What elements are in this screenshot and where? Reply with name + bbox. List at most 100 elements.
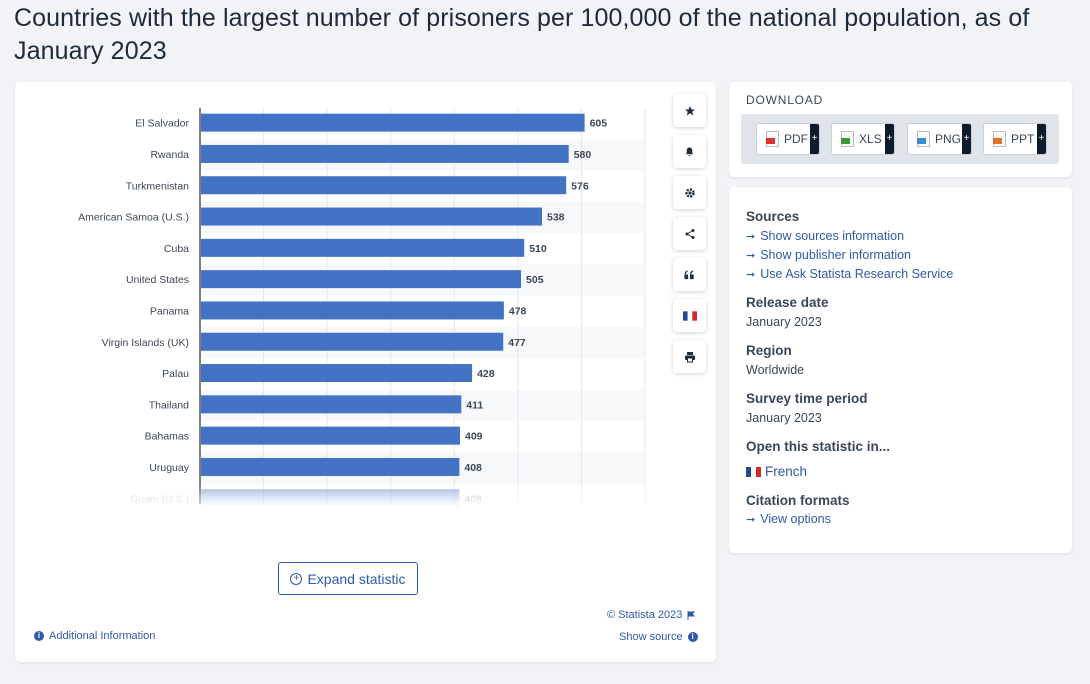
info-icon: i <box>687 632 698 642</box>
ask-statista-link[interactable]: ➞ Use Ask Statista Research Service <box>746 267 953 281</box>
open-in-french-label: French <box>765 464 808 479</box>
value-label: 411 <box>466 399 483 411</box>
value-label: 408 <box>464 462 482 474</box>
bar <box>201 457 460 476</box>
bar <box>201 364 473 383</box>
download-pdf-button[interactable]: PDF + <box>756 123 820 155</box>
category-label: El Salvador <box>135 118 189 130</box>
category-label: Cuba <box>164 243 189 255</box>
value-label: 505 <box>526 274 544 286</box>
ask-statista-label: Use Ask Statista Research Service <box>760 267 954 281</box>
download-card: DOWNLOAD PDF + XLS + PNG + PPT + <box>729 82 1072 177</box>
category-label: Thailand <box>149 399 189 411</box>
copyright-label: © Statista 2023 <box>607 609 683 621</box>
release-date-heading: Release date <box>746 295 829 310</box>
download-xls-button[interactable]: XLS + <box>831 123 895 155</box>
download-png-button[interactable]: PNG + <box>907 123 972 155</box>
citation-formats-heading: Citation formats <box>746 493 850 508</box>
category-label: Virgin Islands (UK) <box>102 337 189 349</box>
show-source-label: Show source <box>619 631 683 643</box>
plus-circle-icon: + <box>290 572 303 585</box>
release-date-value: January 2023 <box>746 315 822 329</box>
page-title: Countries with the largest number of pri… <box>14 4 1030 65</box>
bar <box>201 207 543 226</box>
open-statistic-heading: Open this statistic in... <box>746 439 891 454</box>
download-bar: PDF + XLS + PNG + PPT + <box>741 114 1059 164</box>
survey-period-heading: Survey time period <box>746 391 868 406</box>
category-label: Palau <box>162 368 189 380</box>
value-label: 538 <box>547 212 565 224</box>
bar <box>201 301 504 320</box>
show-source-link[interactable]: Show source i <box>619 631 698 643</box>
bar <box>201 395 462 414</box>
download-ppt-button[interactable]: PPT + <box>983 123 1047 155</box>
category-label: Bahamas <box>145 431 189 443</box>
additional-information-link[interactable]: i Additional Information <box>34 630 155 642</box>
category-label: American Samoa (U.S.) <box>78 212 189 224</box>
value-label: 478 <box>509 305 527 317</box>
show-publisher-link[interactable]: ➞ Show publisher information <box>746 248 911 262</box>
bar <box>201 270 522 289</box>
region-heading: Region <box>746 343 792 358</box>
category-label: Turkmenistan <box>126 180 189 192</box>
plus-icon: + <box>885 124 894 154</box>
value-label: 409 <box>465 431 483 443</box>
png-file-icon <box>917 131 930 147</box>
statistic-details-card: Sources ➞ Show sources information ➞ Show … <box>729 187 1072 553</box>
open-in-french-link[interactable]: French <box>746 464 807 479</box>
download-pdf-label: PDF <box>784 132 808 146</box>
bar <box>201 176 567 195</box>
arrow-right-icon: ➞ <box>746 231 756 243</box>
download-xls-label: XLS <box>859 132 882 146</box>
value-label: 510 <box>529 243 547 255</box>
flag-icon <box>687 610 696 620</box>
expand-statistic-button[interactable]: + Expand statistic <box>278 562 418 595</box>
show-publisher-label: Show publisher information <box>760 248 911 262</box>
value-label: 605 <box>590 118 608 130</box>
bar-chart: El Salvador 605 Rwanda 580 Turkmenistan 576 Am… <box>15 108 655 519</box>
ppt-file-icon <box>993 131 1006 147</box>
french-flag-icon <box>746 467 761 477</box>
value-label: 580 <box>574 149 592 161</box>
bar <box>201 238 525 257</box>
plus-icon: + <box>1037 124 1046 154</box>
bar <box>201 332 504 351</box>
chart-card: El Salvador 605 Rwanda 580 Turkmenistan 576 Am… <box>15 82 716 662</box>
arrow-right-icon: ➞ <box>746 514 756 526</box>
survey-period-value: January 2023 <box>746 411 822 425</box>
view-options-link[interactable]: ➞ View options <box>746 512 831 526</box>
additional-information-label: Additional Information <box>49 630 156 642</box>
share-icon[interactable] <box>673 217 706 250</box>
category-label: Uruguay <box>149 462 189 474</box>
download-title: DOWNLOAD <box>746 93 824 107</box>
value-label: 576 <box>571 180 589 192</box>
plus-icon: + <box>962 124 971 154</box>
bar <box>201 113 585 132</box>
bar <box>201 144 569 163</box>
view-options-label: View options <box>760 512 831 526</box>
info-icon: i <box>34 631 44 641</box>
value-label: 428 <box>477 368 495 380</box>
gear-icon[interactable] <box>673 176 706 209</box>
download-ppt-label: PPT <box>1011 132 1035 146</box>
print-icon[interactable] <box>673 340 706 373</box>
arrow-right-icon: ➞ <box>746 269 756 281</box>
category-label: Panama <box>150 305 189 317</box>
show-sources-link[interactable]: ➞ Show sources information <box>746 229 904 243</box>
arrow-right-icon: ➞ <box>746 250 756 262</box>
french-flag-icon[interactable] <box>673 299 706 332</box>
quote-icon[interactable] <box>673 258 706 291</box>
expand-statistic-label: Expand statistic <box>307 570 406 587</box>
pdf-file-icon <box>766 131 779 147</box>
download-png-label: PNG <box>935 132 962 146</box>
xls-file-icon <box>841 131 854 147</box>
bell-icon[interactable] <box>673 135 706 168</box>
star-icon[interactable] <box>673 94 706 127</box>
plus-icon: + <box>810 124 819 154</box>
value-label: 477 <box>508 337 526 349</box>
copyright-link[interactable]: © Statista 2023 <box>607 609 696 621</box>
sources-heading: Sources <box>746 209 800 224</box>
region-value: Worldwide <box>746 363 805 377</box>
category-label: Rwanda <box>150 149 189 161</box>
show-sources-label: Show sources information <box>760 229 905 243</box>
